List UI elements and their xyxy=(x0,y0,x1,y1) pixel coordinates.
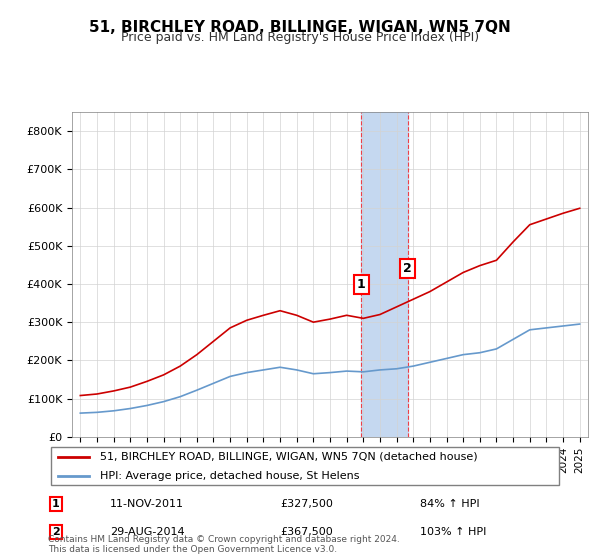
Text: 2: 2 xyxy=(52,527,59,537)
Text: 51, BIRCHLEY ROAD, BILLINGE, WIGAN, WN5 7QN (detached house): 51, BIRCHLEY ROAD, BILLINGE, WIGAN, WN5 … xyxy=(100,451,477,461)
Text: 1: 1 xyxy=(52,499,59,509)
Text: £327,500: £327,500 xyxy=(280,499,333,509)
Text: 84% ↑ HPI: 84% ↑ HPI xyxy=(419,499,479,509)
Text: 51, BIRCHLEY ROAD, BILLINGE, WIGAN, WN5 7QN: 51, BIRCHLEY ROAD, BILLINGE, WIGAN, WN5 … xyxy=(89,20,511,35)
Text: 11-NOV-2011: 11-NOV-2011 xyxy=(110,499,184,509)
Text: Price paid vs. HM Land Registry's House Price Index (HPI): Price paid vs. HM Land Registry's House … xyxy=(121,31,479,44)
Text: HPI: Average price, detached house, St Helens: HPI: Average price, detached house, St H… xyxy=(100,471,359,481)
Text: Contains HM Land Registry data © Crown copyright and database right 2024.
This d: Contains HM Land Registry data © Crown c… xyxy=(48,535,400,554)
Text: 29-AUG-2014: 29-AUG-2014 xyxy=(110,527,185,537)
Text: 2: 2 xyxy=(403,262,412,276)
Bar xyxy=(361,112,407,437)
FancyBboxPatch shape xyxy=(50,447,559,485)
Text: 1: 1 xyxy=(357,278,365,291)
Text: 103% ↑ HPI: 103% ↑ HPI xyxy=(419,527,486,537)
Text: £367,500: £367,500 xyxy=(280,527,333,537)
